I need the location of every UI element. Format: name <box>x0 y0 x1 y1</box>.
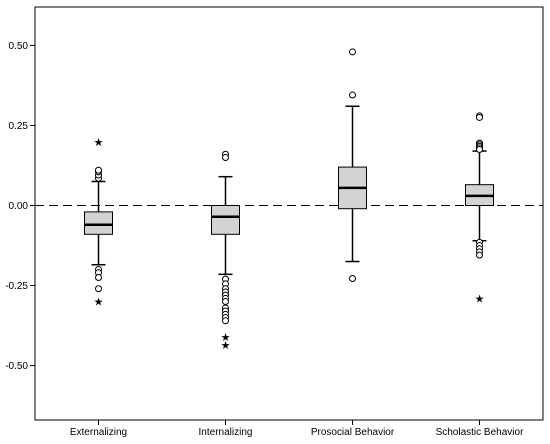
outlier-point <box>476 113 483 121</box>
plot-frame <box>34 6 544 421</box>
extreme-point: ★ <box>94 296 104 309</box>
extreme-point: ★ <box>221 339 231 352</box>
extreme-point: ★ <box>475 292 485 305</box>
outlier-point <box>476 145 483 153</box>
x-axis: Externalizing Internalizing Prosocial Beha… <box>70 420 524 438</box>
x-tick-label: Internalizing <box>199 427 253 438</box>
box-scholastic-behavior: ★ <box>465 112 494 305</box>
outlier-point <box>349 48 356 56</box>
outlier-point <box>476 251 483 259</box>
extreme-point: ★ <box>221 331 231 344</box>
outlier-point <box>95 274 102 282</box>
box-externalizing: ★★ <box>84 136 113 309</box>
outlier-point <box>222 298 229 306</box>
iqr-box <box>84 211 113 235</box>
x-tick-label: Externalizing <box>70 427 127 438</box>
outlier-point <box>349 274 356 282</box>
y-tick-label: 0.25 <box>9 121 29 132</box>
outlier-point <box>349 91 356 99</box>
iqr-box <box>211 204 240 235</box>
box-prosocial-behavior <box>338 48 367 282</box>
y-tick-label: -0.25 <box>5 281 28 292</box>
box-internalizing: ★★ <box>211 150 240 352</box>
outlier-point <box>222 153 229 161</box>
outlier-point <box>222 317 229 325</box>
x-tick-label: Prosocial Behavior <box>311 427 395 438</box>
boxes-group: ★★★★★ <box>84 48 494 352</box>
y-tick-label: 0.00 <box>9 201 29 212</box>
outlier-point <box>95 166 102 174</box>
y-axis: 0.50 0.25 0.00 -0.25 -0.50 <box>5 41 35 372</box>
y-tick-label: 0.50 <box>9 41 29 52</box>
extreme-point: ★ <box>94 136 104 149</box>
y-tick-label: -0.50 <box>5 361 28 372</box>
x-tick-label: Scholastic Behavior <box>436 427 524 438</box>
outlier-point <box>95 285 102 293</box>
